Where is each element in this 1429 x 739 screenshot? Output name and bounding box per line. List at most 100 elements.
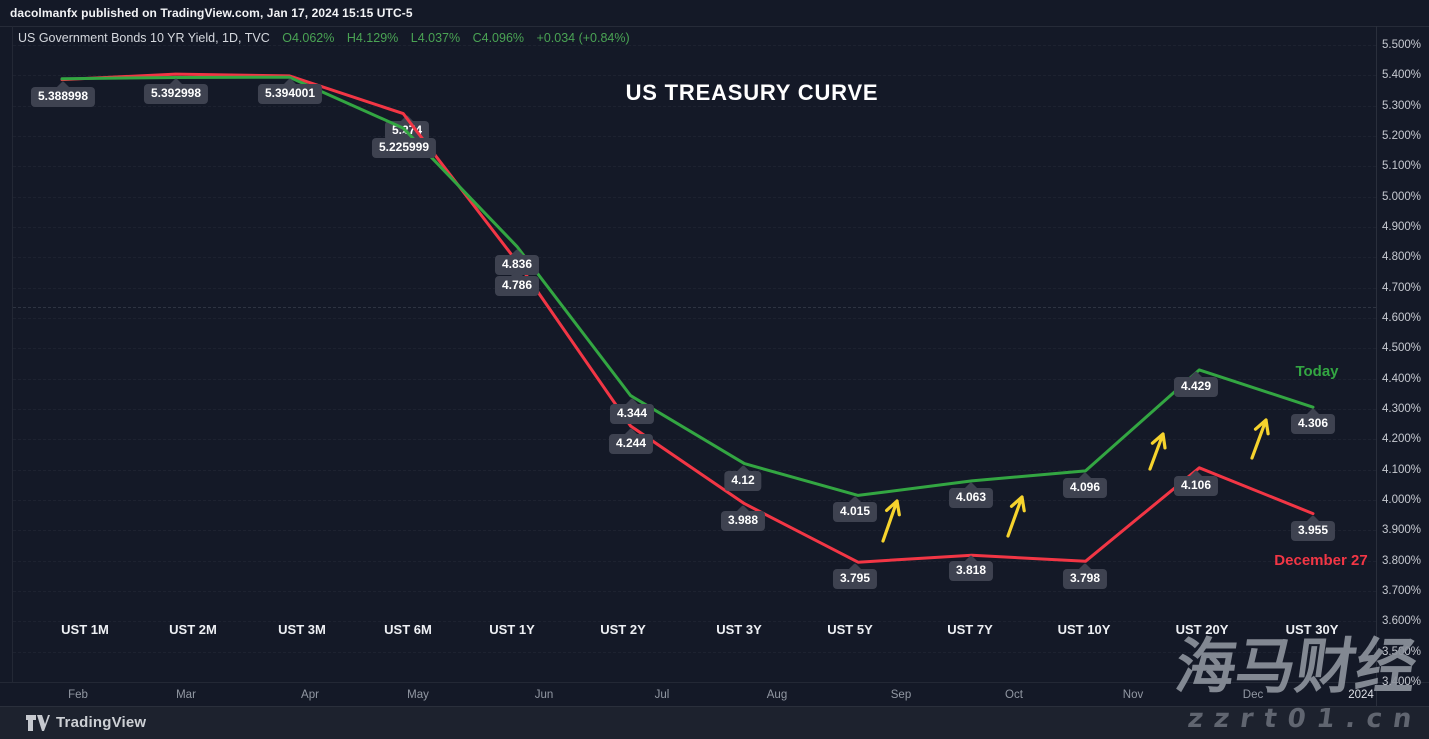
gridline xyxy=(13,348,1376,350)
value-label-today: 4.015 xyxy=(832,502,878,522)
value-label-today: 5.394001 xyxy=(257,84,323,104)
maturity-label: UST 1M xyxy=(61,622,109,637)
gridline xyxy=(13,408,1376,410)
gridline xyxy=(13,257,1376,259)
symbol-description: US Government Bonds 10 YR Yield, 1D, TVC xyxy=(18,31,270,45)
time-axis-divider xyxy=(0,682,1429,683)
maturity-label: UST 10Y xyxy=(1057,622,1111,637)
footer-bar: TradingView xyxy=(0,706,1429,739)
price-tick-label: 4.600% xyxy=(1382,311,1422,324)
legend-december-27-label: December 27 xyxy=(1274,552,1368,569)
price-tick-label: 5.400% xyxy=(1382,69,1422,82)
watermark-chinese-text: 海马财经 xyxy=(1171,632,1421,702)
gridline xyxy=(13,287,1376,289)
value-label-today: 4.306 xyxy=(1290,414,1336,434)
price-tick-label: 4.500% xyxy=(1382,342,1422,355)
price-tick-label: 4.700% xyxy=(1382,281,1422,294)
price-tick-label: 3.900% xyxy=(1382,524,1422,537)
panel-left-border xyxy=(12,26,13,682)
price-axis-divider xyxy=(1376,26,1377,706)
maturity-label: UST 20Y xyxy=(1175,622,1229,637)
price-tick-label: 4.400% xyxy=(1382,372,1422,385)
price-tick-label: 4.900% xyxy=(1382,220,1422,233)
value-label-dec27: 3.795 xyxy=(832,569,878,589)
value-label-dec27: 5.274 xyxy=(384,121,430,141)
symbol-info-bar: US Government Bonds 10 YR Yield, 1D, TVC… xyxy=(18,31,630,45)
price-tick-label: 3.600% xyxy=(1382,615,1422,628)
value-label-dec27: 3.798 xyxy=(1062,569,1108,589)
value-label-today: 5.388998 xyxy=(30,87,96,107)
chart-title: US TREASURY CURVE xyxy=(625,80,879,105)
legend-today-label: Today xyxy=(1295,363,1339,380)
price-tick-label: 3.700% xyxy=(1382,584,1422,597)
price-tick-label: 4.300% xyxy=(1382,402,1422,415)
maturity-label: UST 5Y xyxy=(827,622,873,637)
price-tick-label: 5.100% xyxy=(1382,160,1422,173)
dashed-reference-line xyxy=(13,307,1376,308)
value-label-dec27: 3.818 xyxy=(948,561,994,581)
value-label-today: 4.12 xyxy=(724,471,762,491)
month-tick-label: Oct xyxy=(1005,689,1023,701)
price-tick-label: 5.200% xyxy=(1382,129,1422,142)
gridline xyxy=(13,530,1376,532)
value-label-dec27: 4.244 xyxy=(608,434,654,454)
gridline xyxy=(13,378,1376,380)
month-tick-label: Sep xyxy=(890,689,912,701)
today-line xyxy=(60,75,1315,497)
gridline xyxy=(13,651,1376,653)
quote-low: L4.037% xyxy=(410,31,461,45)
quote-close: C4.096% xyxy=(472,31,525,45)
tradingview-logo-icon[interactable] xyxy=(26,715,50,731)
quote-high: H4.129% xyxy=(346,31,399,45)
value-label-today: 5.225999 xyxy=(371,138,437,158)
value-label-today: 4.096 xyxy=(1062,478,1108,498)
gridline xyxy=(13,439,1376,441)
month-tick-label: May xyxy=(407,689,429,701)
value-label-today: 5.392998 xyxy=(143,84,209,104)
quote-open: O4.062% xyxy=(282,31,335,45)
value-label-dec27: 4.786 xyxy=(494,276,540,296)
yellow-up-arrow xyxy=(881,499,901,543)
price-tick-label: 5.500% xyxy=(1382,39,1422,51)
value-label-dec27: 3.988 xyxy=(720,511,766,531)
price-tick-label: 4.200% xyxy=(1382,433,1422,446)
month-tick-label: Nov xyxy=(1122,689,1144,701)
gridline xyxy=(13,166,1376,168)
gridline xyxy=(13,317,1376,319)
maturity-label: UST 7Y xyxy=(947,622,993,637)
month-tick-label: Aug xyxy=(766,689,788,701)
month-tick-label: 2024 xyxy=(1348,689,1374,701)
month-tick-label: Apr xyxy=(301,689,319,701)
gridline xyxy=(13,226,1376,228)
value-label-today: 4.063 xyxy=(948,488,994,508)
value-label-dec27: 4.106 xyxy=(1173,476,1219,496)
gridline xyxy=(13,499,1376,501)
maturity-label: UST 2M xyxy=(169,622,217,637)
gridline xyxy=(13,560,1376,562)
price-tick-label: 3.800% xyxy=(1382,554,1422,567)
tradingview-brand-text[interactable]: TradingView xyxy=(56,714,147,731)
watermark-site-url: zzrt01.cn xyxy=(1185,704,1425,734)
quote-change: +0.034 (+0.84%) xyxy=(536,31,630,45)
gridline xyxy=(13,469,1376,471)
gridline xyxy=(13,621,1376,623)
maturity-label: UST 30Y xyxy=(1285,622,1339,637)
panel-top-border xyxy=(0,26,1429,27)
price-tick-label: 4.000% xyxy=(1382,493,1422,506)
month-tick-label: Mar xyxy=(176,689,196,701)
maturity-label: UST 1Y xyxy=(489,622,535,637)
maturity-label: UST 2Y xyxy=(600,622,646,637)
price-tick-label: 4.100% xyxy=(1382,463,1422,476)
price-tick-label: 3.500% xyxy=(1382,645,1422,658)
attribution-text: dacolmanfx published on TradingView.com,… xyxy=(10,6,413,20)
price-tick-label: 5.300% xyxy=(1382,99,1422,112)
price-tick-label: 5.000% xyxy=(1382,190,1422,203)
gridline xyxy=(13,590,1376,592)
value-label-today: 4.344 xyxy=(609,404,655,424)
gridline xyxy=(13,196,1376,198)
gridline xyxy=(13,135,1376,137)
price-tick-label: 4.800% xyxy=(1382,251,1422,264)
gridline xyxy=(13,45,1376,46)
value-label-today: 4.429 xyxy=(1173,377,1219,397)
